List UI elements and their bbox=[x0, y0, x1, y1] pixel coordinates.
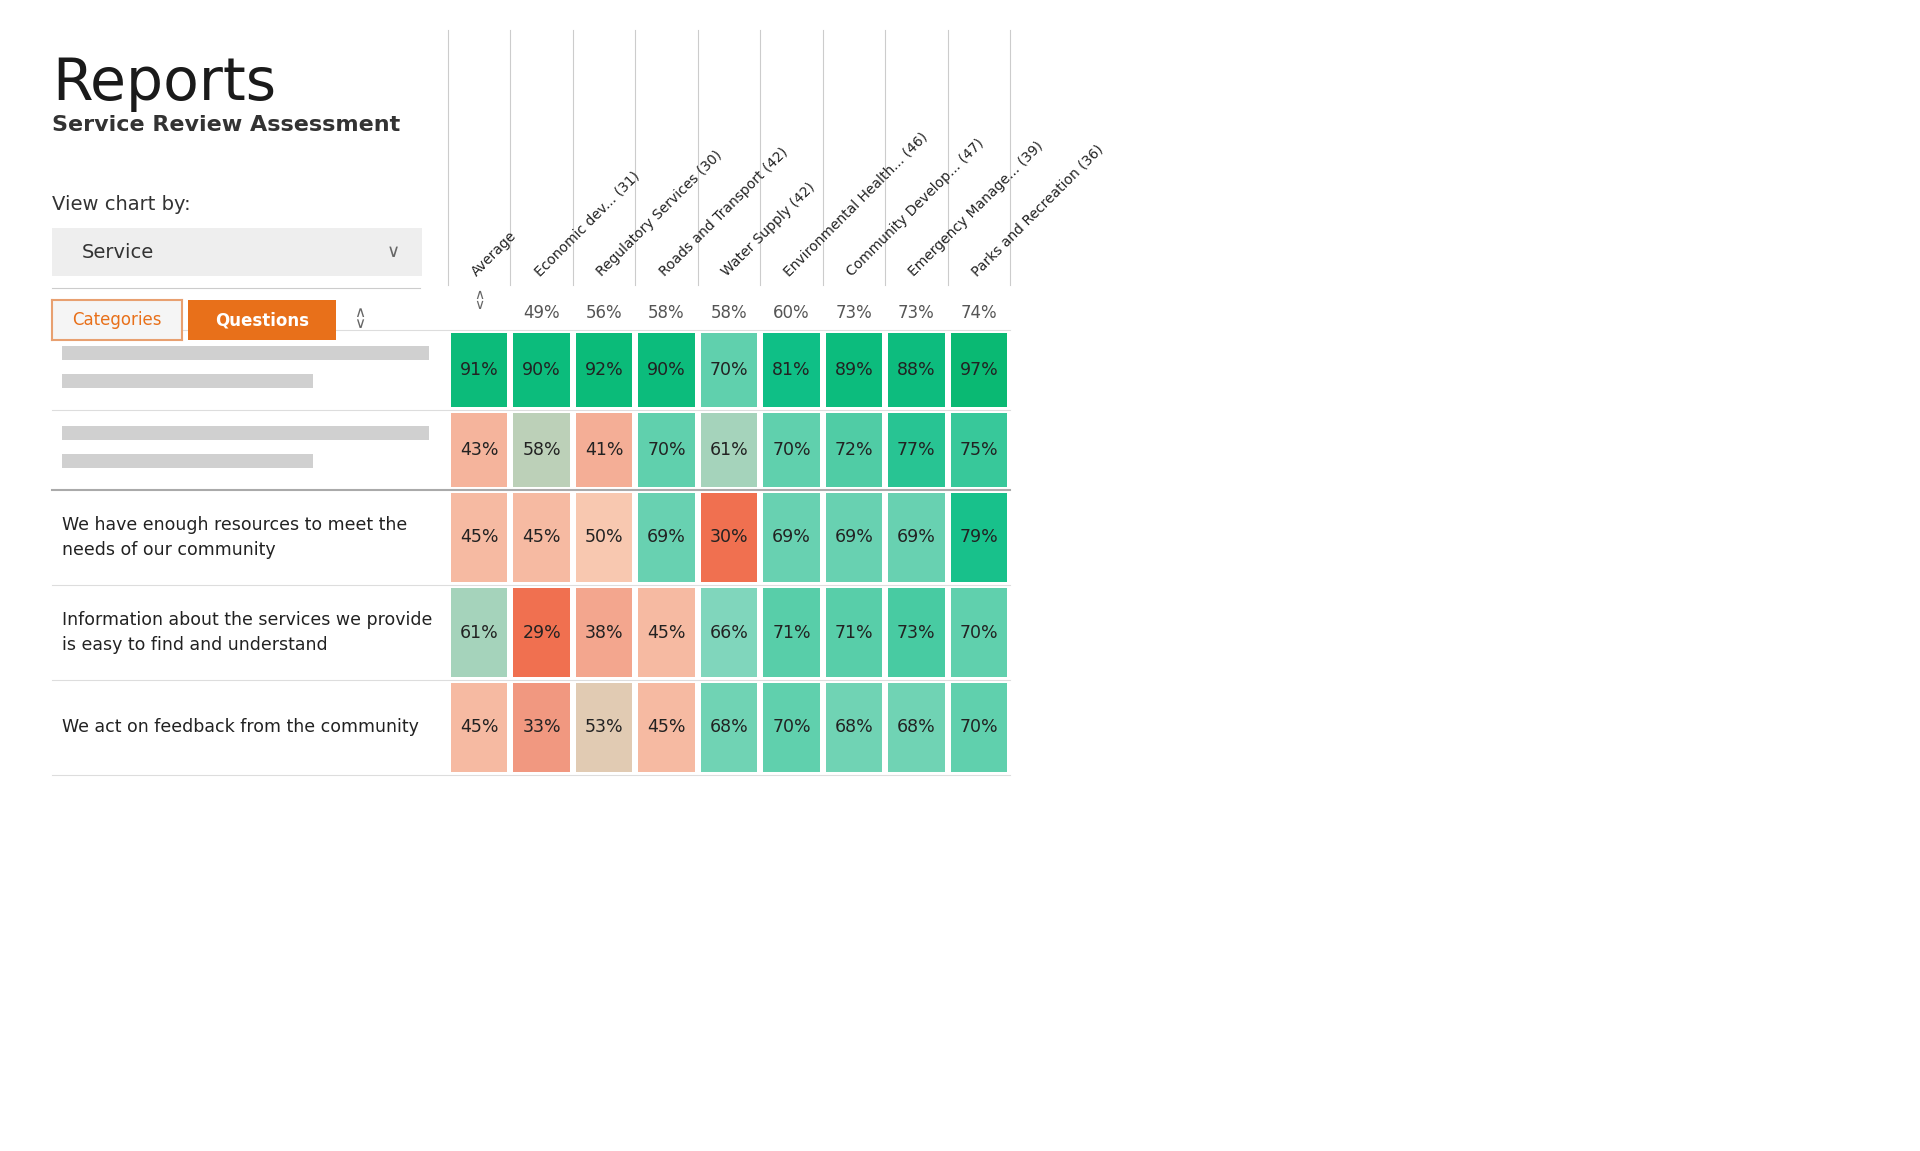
Text: 69%: 69% bbox=[772, 528, 810, 547]
Text: 70%: 70% bbox=[960, 624, 998, 641]
Text: Service Review Assessment: Service Review Assessment bbox=[52, 115, 399, 135]
Text: We have enough resources to meet the
needs of our community: We have enough resources to meet the nee… bbox=[61, 516, 407, 559]
Text: 72%: 72% bbox=[835, 441, 874, 459]
Text: 68%: 68% bbox=[835, 718, 874, 737]
Text: 68%: 68% bbox=[897, 718, 935, 737]
Text: 77%: 77% bbox=[897, 441, 935, 459]
Text: ∧
∨: ∧ ∨ bbox=[355, 305, 365, 331]
Text: 79%: 79% bbox=[960, 528, 998, 547]
Text: 45%: 45% bbox=[461, 528, 499, 547]
Text: 29%: 29% bbox=[522, 624, 561, 641]
Text: 50%: 50% bbox=[586, 528, 624, 547]
Text: 56%: 56% bbox=[586, 304, 622, 321]
Text: 58%: 58% bbox=[710, 304, 747, 321]
Text: ∨: ∨ bbox=[386, 243, 399, 261]
Text: 61%: 61% bbox=[710, 441, 749, 459]
Text: Questions: Questions bbox=[215, 311, 309, 329]
Text: ∧
∨: ∧ ∨ bbox=[474, 288, 484, 312]
Text: 74%: 74% bbox=[960, 304, 996, 321]
Text: 97%: 97% bbox=[960, 361, 998, 379]
Text: 43%: 43% bbox=[461, 441, 499, 459]
Text: Service: Service bbox=[81, 243, 154, 261]
Text: 89%: 89% bbox=[835, 361, 874, 379]
Text: We act on feedback from the community: We act on feedback from the community bbox=[61, 718, 419, 737]
Text: 53%: 53% bbox=[586, 718, 624, 737]
Text: Average: Average bbox=[468, 229, 520, 280]
Text: View chart by:: View chart by: bbox=[52, 195, 190, 214]
Text: 30%: 30% bbox=[710, 528, 749, 547]
Text: Regulatory Services (30): Regulatory Services (30) bbox=[593, 148, 726, 280]
Text: 68%: 68% bbox=[710, 718, 749, 737]
Text: 69%: 69% bbox=[835, 528, 874, 547]
Text: 70%: 70% bbox=[710, 361, 749, 379]
Text: Environmental Health... (46): Environmental Health... (46) bbox=[781, 130, 931, 280]
Text: 90%: 90% bbox=[647, 361, 685, 379]
Text: 61%: 61% bbox=[461, 624, 499, 641]
Text: 60%: 60% bbox=[774, 304, 810, 321]
Text: 71%: 71% bbox=[772, 624, 810, 641]
Text: 45%: 45% bbox=[647, 624, 685, 641]
Text: 69%: 69% bbox=[647, 528, 685, 547]
Text: 88%: 88% bbox=[897, 361, 935, 379]
Text: Reports: Reports bbox=[52, 55, 276, 112]
Text: 38%: 38% bbox=[586, 624, 624, 641]
Text: 73%: 73% bbox=[899, 304, 935, 321]
Text: Community Develop... (47): Community Develop... (47) bbox=[845, 137, 987, 280]
Text: Parks and Recreation (36): Parks and Recreation (36) bbox=[970, 143, 1106, 280]
Text: 41%: 41% bbox=[586, 441, 624, 459]
Text: 69%: 69% bbox=[897, 528, 935, 547]
Text: Emergency Manage... (39): Emergency Manage... (39) bbox=[906, 139, 1046, 280]
Text: 75%: 75% bbox=[960, 441, 998, 459]
Text: 73%: 73% bbox=[897, 624, 935, 641]
Text: 70%: 70% bbox=[772, 718, 810, 737]
Text: 66%: 66% bbox=[710, 624, 749, 641]
Text: 73%: 73% bbox=[835, 304, 872, 321]
Text: 58%: 58% bbox=[649, 304, 685, 321]
Text: 58%: 58% bbox=[522, 441, 561, 459]
Text: Economic dev... (31): Economic dev... (31) bbox=[532, 169, 641, 280]
Text: Water Supply (42): Water Supply (42) bbox=[720, 181, 818, 280]
Text: 49%: 49% bbox=[524, 304, 561, 321]
Text: 91%: 91% bbox=[461, 361, 499, 379]
Text: 45%: 45% bbox=[647, 718, 685, 737]
Text: 45%: 45% bbox=[522, 528, 561, 547]
Text: 92%: 92% bbox=[586, 361, 624, 379]
Text: 81%: 81% bbox=[772, 361, 810, 379]
Text: 70%: 70% bbox=[647, 441, 685, 459]
Text: Roads and Transport (42): Roads and Transport (42) bbox=[657, 145, 791, 280]
Text: 70%: 70% bbox=[960, 718, 998, 737]
Text: 90%: 90% bbox=[522, 361, 561, 379]
Text: Categories: Categories bbox=[73, 311, 161, 329]
Text: 71%: 71% bbox=[835, 624, 874, 641]
Text: 45%: 45% bbox=[461, 718, 499, 737]
Text: 33%: 33% bbox=[522, 718, 561, 737]
Text: Information about the services we provide
is easy to find and understand: Information about the services we provid… bbox=[61, 611, 432, 654]
Text: 70%: 70% bbox=[772, 441, 810, 459]
